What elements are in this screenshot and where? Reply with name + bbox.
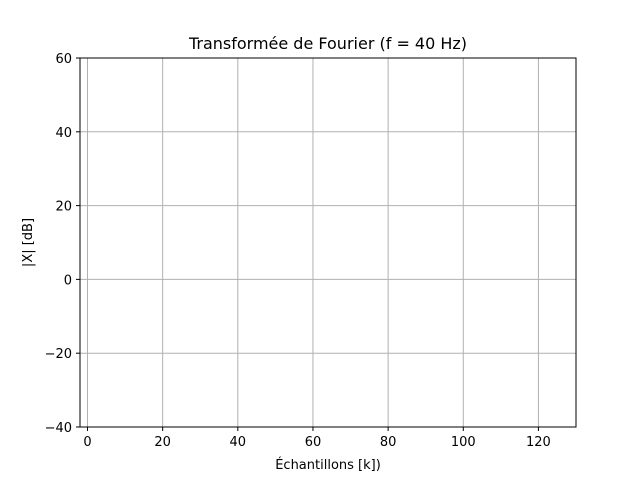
x-tick-label: 120	[526, 435, 551, 450]
y-tick-label: 20	[55, 200, 72, 215]
ticks: 0 20 40 60 80 100 120 −40 −20 0 20 40 60	[45, 52, 551, 450]
y-tick-label: −20	[45, 347, 72, 362]
chart-title: Transformée de Fourier (f = 40 Hz)	[188, 34, 467, 53]
x-tick-label: 20	[154, 435, 171, 450]
grid	[80, 57, 576, 428]
x-axis-label: Échantillons [k])	[275, 457, 381, 473]
y-tick-label: 60	[55, 52, 72, 67]
x-tick-label: 40	[230, 435, 247, 450]
x-tick-label: 80	[380, 435, 397, 450]
y-tick-label: 0	[64, 273, 72, 288]
x-tick-label: 0	[83, 435, 91, 450]
y-tick-label: 40	[55, 126, 72, 141]
plot-frame	[79, 57, 577, 428]
x-tick-label: 60	[305, 435, 322, 450]
y-tick-label: −40	[45, 421, 72, 436]
y-axis-label: |X| [dB]	[21, 218, 36, 267]
x-tick-label: 100	[451, 435, 476, 450]
